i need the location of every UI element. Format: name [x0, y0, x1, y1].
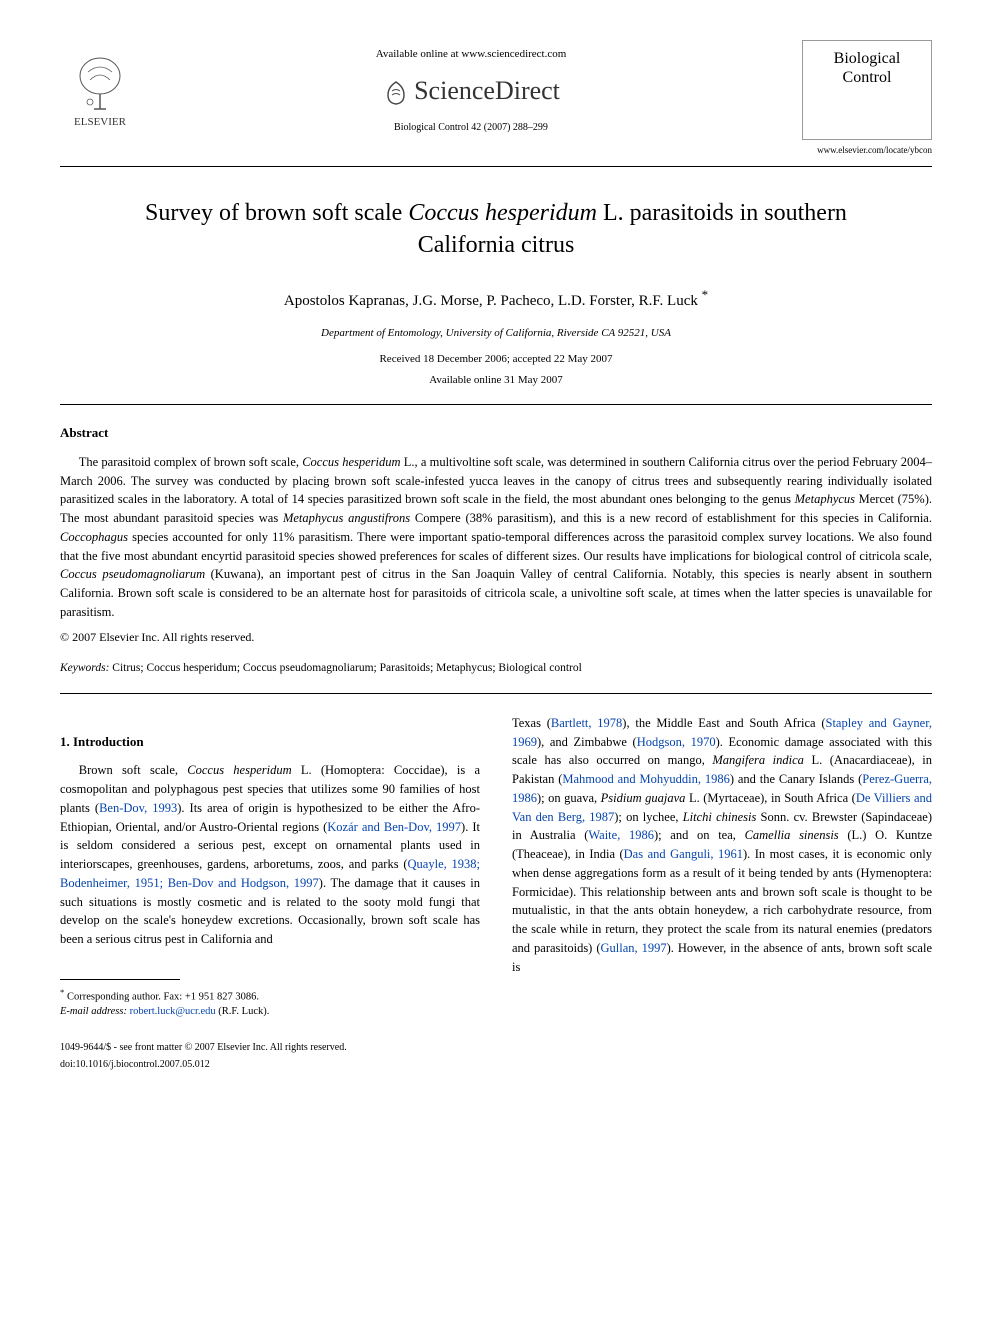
footnote-star: *: [60, 987, 64, 997]
intro-para-left: Brown soft scale, Coccus hesperidum L. (…: [60, 761, 480, 949]
left-column: 1. Introduction Brown soft scale, Coccus…: [60, 714, 480, 1020]
header-row: ELSEVIER Available online at www.science…: [60, 40, 932, 158]
text-run: species accounted for only 11% parasitis…: [60, 530, 932, 563]
italic-term: Psidium guajava: [601, 791, 686, 805]
abstract-body: The parasitoid complex of brown soft sca…: [60, 453, 932, 622]
authors-text: Apostolos Kapranas, J.G. Morse, P. Pache…: [284, 293, 702, 309]
citation-link[interactable]: Waite, 1986: [588, 828, 654, 842]
italic-term: Coccus hesperidum: [187, 763, 291, 777]
text-run: ) and the Canary Islands (: [730, 772, 862, 786]
email-footnote: E-mail address: robert.luck@ucr.edu (R.F…: [60, 1005, 480, 1020]
intro-para-right: Texas (Bartlett, 1978), the Middle East …: [512, 714, 932, 977]
elsevier-label: ELSEVIER: [74, 114, 126, 131]
text-run: ), the Middle East and South Africa (: [622, 716, 825, 730]
italic-term: Litchi chinesis: [683, 810, 757, 824]
italic-term: Coccophagus: [60, 530, 128, 544]
italic-term: Mangifera indica: [712, 753, 804, 767]
citation-link[interactable]: Mahmood and Mohyuddin, 1986: [562, 772, 729, 786]
abstract-heading: Abstract: [60, 423, 932, 443]
italic-term: Camellia sinensis: [745, 828, 839, 842]
email-who: (R.F. Luck).: [216, 1006, 270, 1017]
bottom-doi: doi:10.1016/j.biocontrol.2007.05.012: [60, 1057, 932, 1072]
italic-term: Metaphycus: [795, 492, 855, 506]
center-header: Available online at www.sciencedirect.co…: [140, 40, 802, 135]
elsevier-tree-icon: [70, 54, 130, 114]
text-run: ); on lychee,: [614, 810, 682, 824]
sciencedirect-text: ScienceDirect: [414, 76, 560, 105]
text-run: L. (Myrtaceae), in South Africa (: [685, 791, 855, 805]
journal-cover-box: Biological Control: [802, 40, 932, 140]
bottom-issn: 1049-9644/$ - see front matter © 2007 El…: [60, 1040, 932, 1055]
available-online-text: Available online at www.sciencedirect.co…: [140, 46, 802, 63]
email-label: E-mail address:: [60, 1006, 130, 1017]
sciencedirect-icon: [382, 79, 410, 107]
italic-term: Coccus hesperidum: [302, 455, 400, 469]
footnote-rule: [60, 979, 180, 980]
text-run: ). In most cases, it is economic only wh…: [512, 847, 932, 955]
text-run: The parasitoid complex of brown soft sca…: [79, 455, 302, 469]
citation-link[interactable]: Hodgson, 1970: [637, 735, 716, 749]
right-column: Texas (Bartlett, 1978), the Middle East …: [512, 714, 932, 1020]
italic-term: Metaphycus angustifrons: [283, 511, 410, 525]
footnote-corr-label: Corresponding author. Fax: +1 951 827 30…: [67, 991, 259, 1002]
corresponding-marker: *: [702, 287, 709, 302]
text-run: Brown soft scale,: [79, 763, 188, 777]
journal-box-title-1: Biological: [834, 49, 901, 68]
keywords-bottom-rule: [60, 693, 932, 694]
citation-link[interactable]: Gullan, 1997: [600, 941, 666, 955]
available-online-date: Available online 31 May 2007: [60, 372, 932, 389]
abstract-top-rule: [60, 404, 932, 405]
journal-citation: Biological Control 42 (2007) 288–299: [140, 120, 802, 135]
citation-link[interactable]: Bartlett, 1978: [551, 716, 622, 730]
keywords-text: Citrus; Coccus hesperidum; Coccus pseudo…: [112, 662, 582, 674]
text-run: ), and Zimbabwe (: [537, 735, 637, 749]
intro-heading: 1. Introduction: [60, 732, 480, 752]
text-run: ); and on tea,: [654, 828, 745, 842]
corresponding-footnote: * Corresponding author. Fax: +1 951 827 …: [60, 986, 480, 1005]
title-italic: Coccus hesperidum: [408, 200, 597, 226]
sciencedirect-logo: ScienceDirect: [140, 71, 802, 110]
keywords-line: Keywords: Citrus; Coccus hesperidum; Coc…: [60, 660, 932, 677]
received-dates: Received 18 December 2006; accepted 22 M…: [60, 351, 932, 368]
text-run: Texas (: [512, 716, 551, 730]
italic-term: Coccus pseudomagnoliarum: [60, 567, 205, 581]
header-divider: [60, 166, 932, 167]
article-title: Survey of brown soft scale Coccus hesper…: [100, 197, 892, 262]
abstract-copyright: © 2007 Elsevier Inc. All rights reserved…: [60, 628, 932, 646]
citation-link[interactable]: Ben-Dov, 1993: [99, 801, 177, 815]
elsevier-logo: ELSEVIER: [60, 40, 140, 130]
text-run: Compere (38% parasitism), and this is a …: [410, 511, 932, 525]
citation-link[interactable]: Kozár and Ben-Dov, 1997: [327, 820, 461, 834]
authors-line: Apostolos Kapranas, J.G. Morse, P. Pache…: [60, 285, 932, 313]
journal-url: www.elsevier.com/locate/ybcon: [817, 144, 932, 158]
text-run: ); on guava,: [537, 791, 601, 805]
body-two-column: 1. Introduction Brown soft scale, Coccus…: [60, 714, 932, 1020]
email-link[interactable]: robert.luck@ucr.edu: [130, 1006, 216, 1017]
citation-link[interactable]: Das and Ganguli, 1961: [624, 847, 743, 861]
journal-box-column: Biological Control www.elsevier.com/loca…: [802, 40, 932, 158]
affiliation: Department of Entomology, University of …: [60, 325, 932, 342]
keywords-label: Keywords:: [60, 662, 112, 674]
journal-box-title-2: Control: [834, 68, 901, 87]
title-part1: Survey of brown soft scale: [145, 200, 408, 226]
